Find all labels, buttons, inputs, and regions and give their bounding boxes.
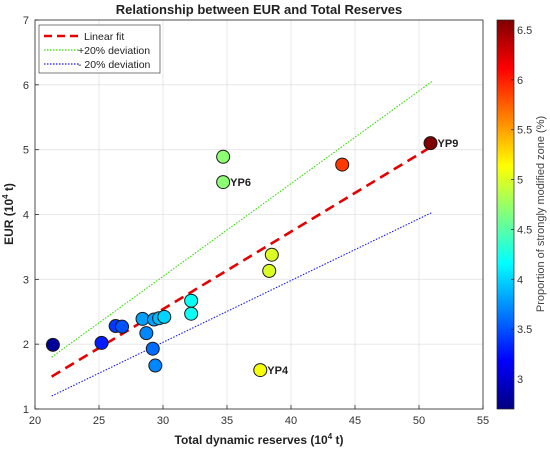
colorbar-tick-label: 6	[517, 75, 523, 87]
scatter-point	[184, 293, 199, 308]
scatter-point	[216, 175, 231, 190]
y-tick-label: 2	[23, 339, 29, 351]
scatter-point	[145, 341, 160, 356]
x-tick-label: 55	[477, 415, 489, 427]
colorbar	[496, 19, 515, 410]
scatter-point	[262, 263, 277, 278]
plus20-line	[51, 81, 433, 358]
colorbar-tick-label: 5	[517, 175, 523, 187]
colorbar-tick-label: 6.5	[517, 25, 532, 37]
scatter-point	[45, 337, 60, 352]
x-tick-label: 40	[285, 415, 297, 427]
scatter-point	[335, 157, 350, 172]
data-points	[45, 136, 438, 378]
y-tick-label: 7	[23, 15, 29, 27]
scatter-point	[115, 319, 130, 334]
scatter-point	[216, 149, 231, 164]
legend: Linear fit +20% deviation - 20% deviatio…	[38, 24, 161, 74]
scatter-point	[157, 309, 172, 324]
y-axis-label: EUR (104 t)	[1, 183, 16, 245]
minus20-line	[51, 212, 433, 397]
x-tick-label: 45	[349, 415, 361, 427]
colorbar-label: Proportion of strongly modified zone (%)	[535, 116, 547, 312]
legend-label-minus20: - 20% deviation	[78, 59, 151, 71]
scatter-point	[135, 311, 150, 326]
x-tick-label: 20	[29, 415, 41, 427]
x-tick-label: 50	[413, 415, 425, 427]
plot-frame	[34, 19, 484, 410]
scatter-point	[423, 136, 438, 151]
chart-title: Relationship between EUR and Total Reser…	[116, 2, 403, 17]
y-tick-label: 6	[23, 80, 29, 92]
linear-fit-line	[50, 145, 433, 378]
colorbar-tick-label: 4.5	[517, 224, 532, 236]
legend-label-plus20: +20% deviation	[78, 45, 150, 57]
point-label: YP4	[267, 365, 289, 377]
scatter-point	[94, 335, 109, 350]
point-label: YP9	[438, 138, 459, 150]
legend-label-fit: Linear fit	[84, 31, 124, 43]
x-axis-label: Total dynamic reserves (104 t)	[175, 432, 344, 447]
x-tick-label: 35	[221, 415, 233, 427]
point-label: YP6	[230, 177, 251, 189]
legend-box	[38, 24, 161, 74]
scatter-point	[148, 358, 163, 373]
x-ticks: 20 25 30 35 40 45 50 55	[29, 405, 489, 427]
scatter-point	[253, 363, 268, 378]
x-tick-label: 30	[157, 415, 169, 427]
point-labels: YP6 YP4 YP9	[230, 138, 458, 377]
y-tick-label: 3	[23, 274, 29, 286]
colorbar-tick-label: 3	[517, 374, 523, 386]
y-tick-label: 4	[23, 210, 29, 222]
colorbar-tick-label: 5.5	[517, 125, 532, 137]
colorbar-tick-label: 3.5	[517, 324, 532, 336]
scatter-point	[184, 306, 199, 321]
scatter-point	[264, 247, 279, 262]
scatter-point	[139, 326, 154, 341]
fit-lines	[50, 81, 433, 397]
y-ticks: 1 2 3 4 5 6 7	[23, 15, 39, 416]
x-tick-label: 25	[93, 415, 105, 427]
y-tick-label: 1	[23, 404, 29, 416]
colorbar-tick-label: 4	[517, 274, 523, 286]
colorbar-ticks: 3 3.5 4 4.5 5 5.5 6 6.5	[511, 25, 532, 386]
y-tick-label: 5	[23, 145, 29, 157]
